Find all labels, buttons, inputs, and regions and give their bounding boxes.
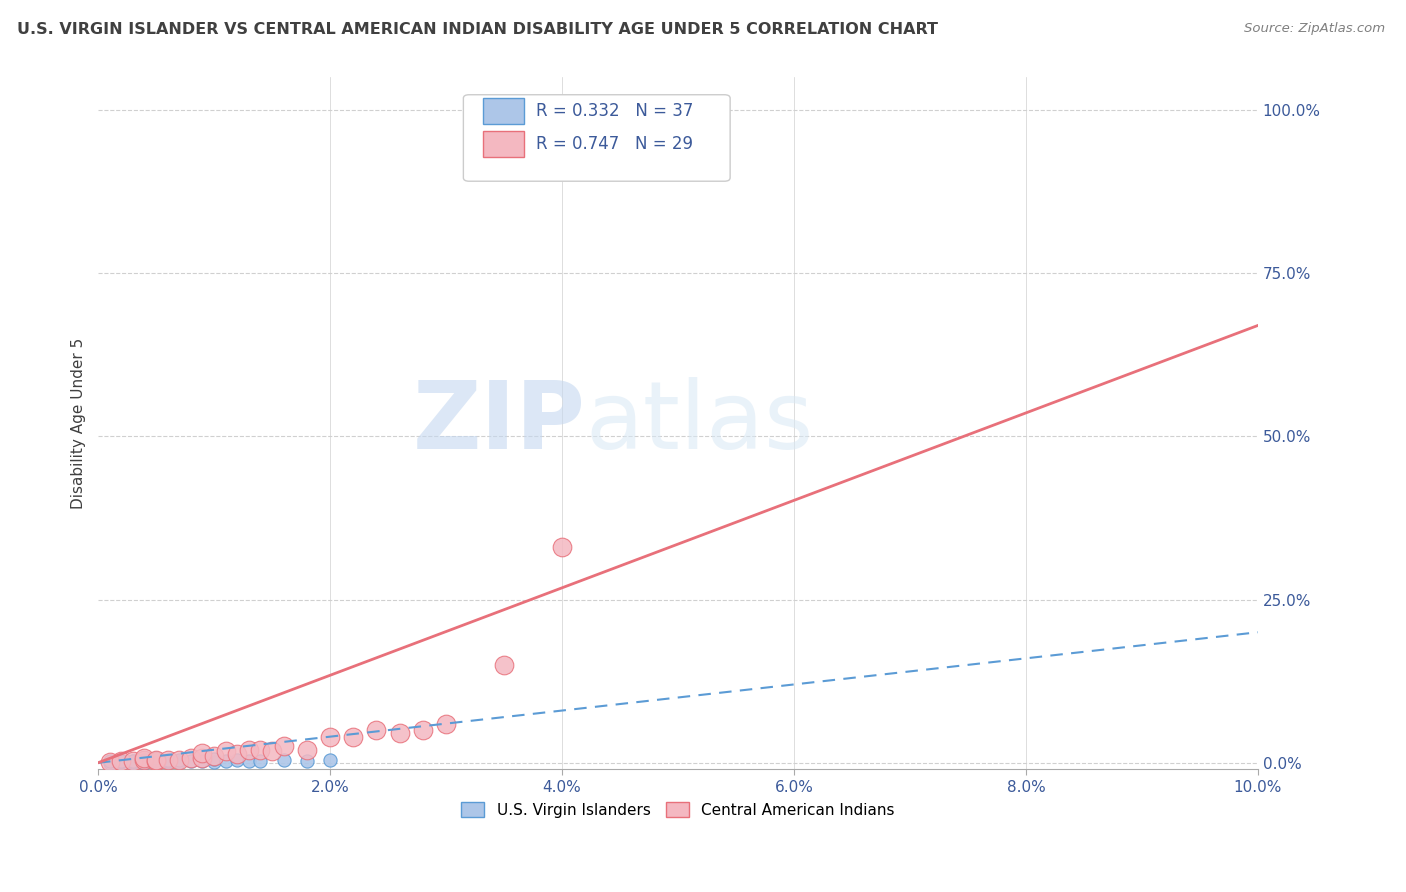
Point (134, 754, 156, 768)
Point (666, 103, 689, 117)
Point (145, 755, 167, 769)
Point (145, 754, 167, 768)
Point (156, 752, 179, 766)
Point (273, 752, 295, 766)
Point (551, 541, 574, 555)
Point (121, 756, 143, 770)
Point (319, 753, 342, 767)
Point (388, 726, 411, 740)
Point (156, 755, 179, 769)
Point (412, 723, 434, 738)
Point (134, 755, 156, 769)
Point (260, 744, 283, 758)
Point (121, 754, 143, 768)
Point (145, 750, 167, 764)
Point (295, 754, 318, 768)
Point (145, 752, 167, 766)
Point (180, 755, 202, 769)
Point (134, 752, 156, 766)
Point (145, 753, 167, 767)
Point (191, 754, 214, 768)
Point (167, 752, 190, 766)
Point (238, 754, 260, 768)
Point (167, 752, 190, 766)
Point (145, 755, 167, 769)
Point (191, 750, 214, 764)
Point (134, 756, 156, 770)
Text: U.S. VIRGIN ISLANDER VS CENTRAL AMERICAN INDIAN DISABILITY AGE UNDER 5 CORRELATI: U.S. VIRGIN ISLANDER VS CENTRAL AMERICAN… (17, 22, 938, 37)
Point (156, 755, 179, 769)
Point (156, 754, 179, 768)
FancyBboxPatch shape (484, 98, 523, 125)
Point (145, 756, 167, 770)
Point (110, 755, 132, 769)
Point (98, 755, 121, 769)
Point (98, 756, 121, 770)
Point (434, 716, 457, 731)
Point (121, 755, 143, 769)
Y-axis label: Disability Age Under 5: Disability Age Under 5 (72, 338, 86, 509)
Point (226, 747, 249, 762)
Legend: U.S. Virgin Islanders, Central American Indians: U.S. Virgin Islanders, Central American … (456, 796, 900, 824)
Point (134, 753, 156, 767)
Point (202, 749, 225, 764)
Text: R = 0.747   N = 29: R = 0.747 N = 29 (537, 135, 693, 153)
Point (110, 754, 132, 768)
Point (121, 755, 143, 769)
Point (249, 742, 271, 756)
Point (98, 755, 121, 769)
Point (366, 723, 388, 738)
Point (226, 753, 249, 767)
Point (342, 730, 364, 744)
Point (180, 751, 202, 765)
FancyBboxPatch shape (464, 95, 730, 181)
Point (121, 755, 143, 769)
Point (191, 746, 214, 760)
Text: ZIP: ZIP (412, 377, 585, 469)
FancyBboxPatch shape (484, 131, 523, 157)
Point (214, 744, 236, 758)
Point (295, 742, 318, 756)
Point (273, 739, 295, 754)
Point (156, 752, 179, 766)
Point (145, 754, 167, 768)
Point (492, 657, 515, 672)
Point (110, 755, 132, 769)
Point (249, 754, 271, 768)
Point (202, 752, 225, 766)
Point (134, 755, 156, 769)
Point (214, 755, 236, 769)
Text: R = 0.332   N = 37: R = 0.332 N = 37 (537, 103, 693, 120)
Point (134, 750, 156, 764)
Point (202, 755, 225, 769)
Point (238, 742, 260, 756)
Text: atlas: atlas (585, 377, 814, 469)
Text: Source: ZipAtlas.com: Source: ZipAtlas.com (1244, 22, 1385, 36)
Point (110, 754, 132, 768)
Point (167, 755, 190, 769)
Point (319, 730, 342, 744)
